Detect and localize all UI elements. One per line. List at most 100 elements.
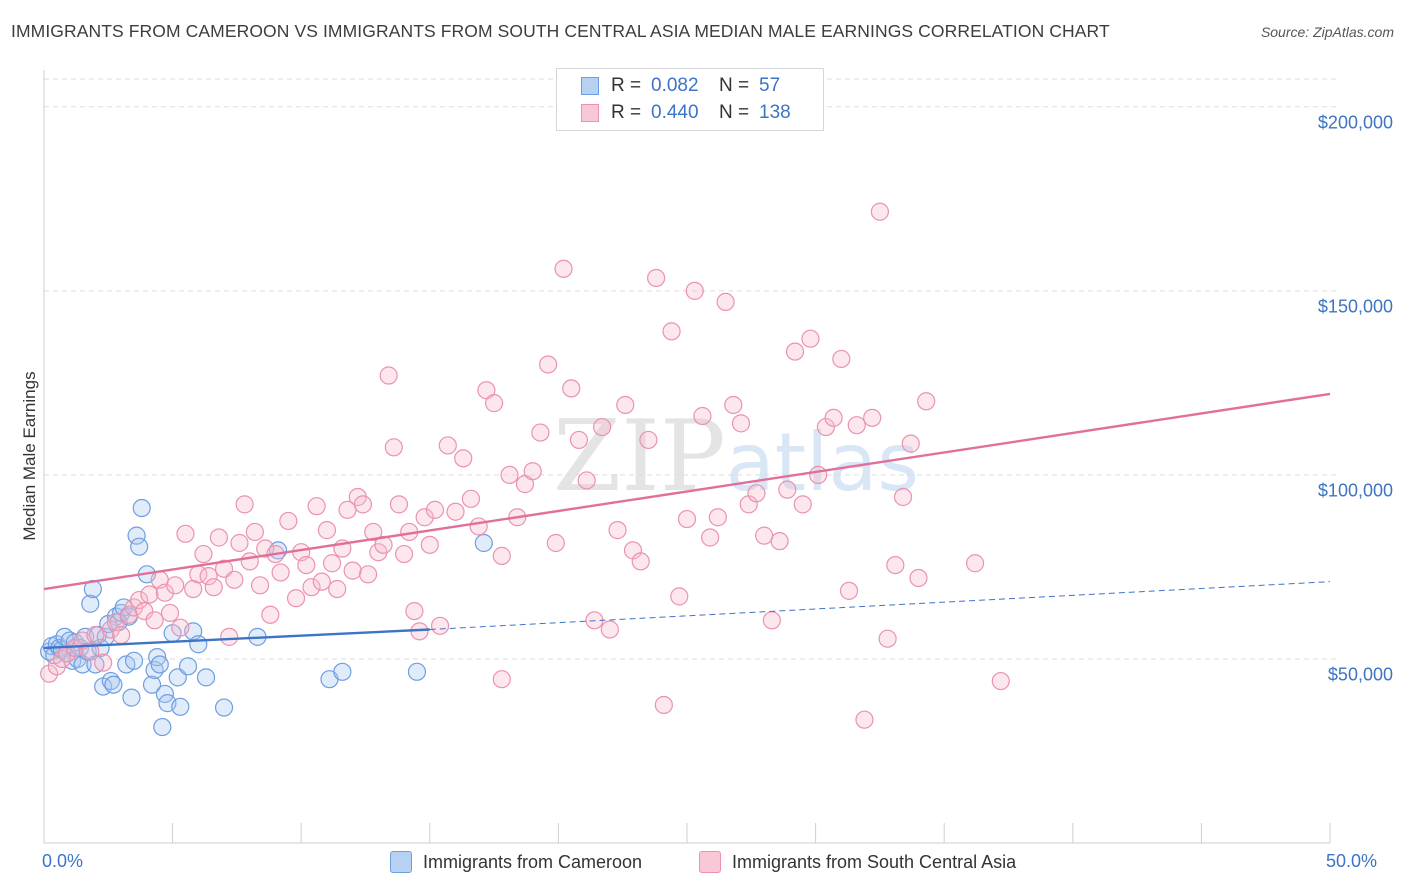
legend-label-south-central-asia: Immigrants from South Central Asia bbox=[732, 851, 1017, 872]
south-central-asia-point-63 bbox=[389, 495, 409, 514]
south-central-asia-point-80 bbox=[500, 465, 519, 485]
south-central-asia-point-69 bbox=[420, 535, 439, 554]
n-label: N = bbox=[719, 102, 750, 123]
south-central-asia-point-119 bbox=[801, 329, 820, 348]
cameroon-point-58 bbox=[474, 533, 493, 553]
south-central-asia-point-107 bbox=[708, 508, 727, 527]
south-central-asia-point-120 bbox=[809, 465, 828, 485]
south-central-asia-point-7 bbox=[86, 625, 105, 645]
south-central-asia-point-11 bbox=[112, 625, 131, 645]
south-central-asia-point-35 bbox=[240, 552, 259, 571]
south-central-asia-point-122 bbox=[824, 408, 843, 427]
south-central-asia-point-88 bbox=[562, 379, 581, 398]
watermark-atlas: atlas bbox=[725, 416, 920, 509]
cameroon-point-51 bbox=[196, 668, 216, 687]
south-central-asia-point-15 bbox=[135, 601, 154, 621]
legend-label-cameroon: Immigrants from Cameroon bbox=[423, 851, 643, 872]
cameroon-point-57 bbox=[407, 662, 427, 681]
south-central-asia-point-75 bbox=[461, 489, 481, 508]
south-central-asia-point-83 bbox=[523, 462, 542, 481]
y-tick-label-2: $150,000 bbox=[1317, 296, 1393, 317]
south-central-asia-point-124 bbox=[839, 581, 859, 600]
south-central-asia-trend-line bbox=[43, 392, 1331, 591]
cameroon-point-50 bbox=[189, 635, 208, 654]
x-tick-max: 50.0% bbox=[1326, 851, 1378, 871]
r-label: R = bbox=[611, 75, 642, 96]
south-central-asia-point-87 bbox=[554, 259, 573, 278]
y-tick-label-3: $200,000 bbox=[1317, 112, 1393, 133]
south-central-asia-point-114 bbox=[762, 611, 781, 630]
south-central-asia-point-113 bbox=[755, 526, 774, 545]
y-axis-label: Median Male Earnings bbox=[20, 371, 39, 541]
cameroon-point-40 bbox=[148, 648, 167, 667]
south-central-asia-point-74 bbox=[454, 449, 473, 468]
south-central-asia-point-129 bbox=[878, 629, 897, 648]
south-central-asia-point-71 bbox=[430, 616, 450, 635]
south-central-asia-point-73 bbox=[446, 502, 465, 521]
south-central-asia-point-89 bbox=[569, 430, 589, 450]
cameroon-point-42 bbox=[153, 717, 172, 737]
correlation-legend: R = 0.082 N = 57 R = 0.440 N = 138 bbox=[556, 68, 824, 131]
south-central-asia-point-127 bbox=[863, 408, 882, 427]
south-central-asia-point-54 bbox=[343, 561, 362, 580]
south-central-asia-point-62 bbox=[384, 438, 403, 457]
south-central-asia-point-50 bbox=[322, 554, 342, 573]
legend-row-cameroon: R = 0.082 N = 57 bbox=[581, 75, 780, 97]
legend-swatch-pink bbox=[581, 104, 599, 122]
south-central-asia-point-137 bbox=[492, 670, 511, 689]
y-tick-label-1: $100,000 bbox=[1317, 480, 1393, 501]
chart-title: IMMIGRANTS FROM CAMEROON VS IMMIGRANTS F… bbox=[11, 21, 1110, 41]
cameroon-trend-line bbox=[43, 628, 430, 650]
south-central-asia-point-106 bbox=[701, 528, 720, 547]
south-central-asia-point-101 bbox=[662, 322, 681, 341]
cameroon-point-36 bbox=[132, 498, 151, 518]
cameroon-point-16 bbox=[81, 594, 100, 613]
r-value: 0.440 bbox=[651, 102, 699, 123]
legend-swatch-blue bbox=[581, 77, 599, 95]
south-central-asia-point-31 bbox=[220, 627, 239, 646]
south-central-asia-point-79 bbox=[492, 546, 511, 565]
watermark: ZIPatlas bbox=[553, 400, 919, 514]
south-central-asia-point-39 bbox=[261, 605, 280, 624]
south-central-asia-point-118 bbox=[793, 495, 812, 514]
south-central-asia-point-76 bbox=[469, 517, 488, 536]
south-central-asia-point-99 bbox=[647, 268, 666, 288]
south-central-asia-point-110 bbox=[731, 414, 751, 433]
south-central-asia-point-19 bbox=[155, 583, 174, 602]
south-central-asia-point-6 bbox=[81, 642, 100, 661]
south-central-asia-point-116 bbox=[778, 480, 797, 499]
cameroon-point-38 bbox=[142, 675, 162, 694]
south-central-asia-point-134 bbox=[917, 392, 936, 411]
south-central-asia-point-22 bbox=[171, 618, 190, 637]
r-label: R = bbox=[611, 102, 642, 123]
watermark-zip: ZIP bbox=[553, 400, 726, 514]
south-central-asia-point-21 bbox=[166, 576, 185, 595]
south-central-asia-point-123 bbox=[832, 349, 851, 369]
south-central-asia-point-38 bbox=[256, 539, 275, 558]
south-central-asia-point-33 bbox=[230, 533, 249, 553]
south-central-asia-point-133 bbox=[909, 568, 928, 588]
south-central-asia-point-105 bbox=[693, 406, 712, 426]
south-central-asia-point-97 bbox=[631, 552, 650, 571]
south-central-asia-point-37 bbox=[250, 576, 270, 595]
n-value: 138 bbox=[759, 102, 791, 123]
cameroon-point-47 bbox=[171, 697, 190, 716]
south-central-asia-point-136 bbox=[991, 671, 1010, 691]
south-central-asia-point-102 bbox=[670, 587, 689, 606]
south-central-asia-point-51 bbox=[328, 579, 347, 599]
cameroon-point-48 bbox=[178, 657, 198, 676]
cameroon-trend-extension bbox=[429, 581, 1331, 631]
south-central-asia-point-14 bbox=[130, 590, 149, 610]
south-central-asia-point-100 bbox=[654, 695, 673, 715]
south-central-asia-point-45 bbox=[297, 555, 316, 575]
n-value: 57 bbox=[759, 75, 781, 96]
legend-swatch-pink bbox=[699, 851, 721, 873]
south-central-asia-point-29 bbox=[209, 528, 228, 547]
south-central-asia-point-131 bbox=[893, 487, 913, 507]
south-central-asia-point-46 bbox=[302, 578, 321, 597]
south-central-asia-point-20 bbox=[160, 603, 180, 623]
south-central-asia-point-34 bbox=[235, 495, 254, 514]
y-tick-label-0: $50,000 bbox=[1327, 664, 1393, 685]
south-central-asia-point-86 bbox=[546, 533, 565, 553]
